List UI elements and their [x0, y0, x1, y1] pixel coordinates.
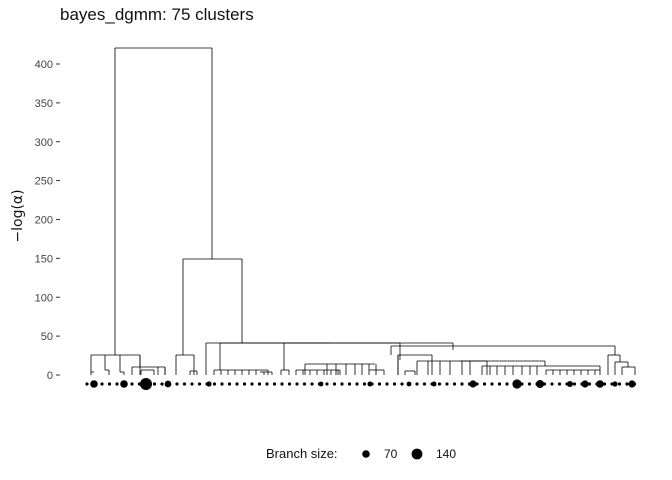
leaf-point-3	[107, 382, 112, 386]
leaf-point-35	[347, 382, 352, 386]
leaf-point-45	[422, 382, 427, 386]
legend-label-70: 70	[384, 447, 398, 461]
leaf-point-34	[340, 382, 344, 386]
leaf-point-65	[572, 382, 577, 386]
leaf-point-80	[367, 381, 373, 387]
leaf-point-12	[175, 382, 179, 386]
leaf-point-44	[415, 382, 419, 386]
leaf-point-74	[90, 380, 98, 388]
legend-point-140	[411, 448, 423, 460]
y-tick-label-150: 150	[35, 253, 53, 265]
leaf-point-55	[497, 382, 502, 386]
y-axis: 0 50 100 150 200 250 300 350 400	[35, 59, 60, 382]
leaf-point-47	[437, 382, 442, 386]
leaf-point-83	[469, 380, 477, 388]
legend-point-70	[362, 450, 370, 458]
leaf-point-88	[596, 380, 604, 388]
leaf-point-54	[490, 382, 494, 386]
leaf-point-79	[318, 381, 324, 387]
y-tick-label-50: 50	[41, 331, 53, 343]
leaf-point-63	[557, 382, 562, 386]
leaf-point-32	[325, 382, 329, 386]
y-tick-label-250: 250	[35, 176, 53, 188]
leaf-point-17	[212, 382, 217, 386]
leaf-point-59	[527, 382, 532, 386]
leaf-point-27	[287, 382, 292, 386]
leaf-point-42	[400, 382, 404, 386]
leaf-point-78	[206, 381, 212, 387]
leaf-point-49	[452, 382, 457, 386]
leaf-point-33	[332, 382, 337, 386]
y-tick-label-350: 350	[35, 98, 53, 110]
leaf-point-67	[587, 382, 592, 386]
legend: Branch size: 70 140	[266, 446, 456, 461]
leaf-point-20	[235, 382, 239, 386]
chart-title: bayes_dgmm: 75 clusters	[60, 5, 254, 24]
leaf-point-86	[567, 381, 573, 387]
leaf-point-71	[617, 382, 622, 386]
leaf-point-10	[160, 382, 164, 386]
dendrogram-branches	[90, 47, 636, 375]
leaf-point-26	[280, 382, 284, 386]
leaf-point-40	[385, 382, 389, 386]
leaf-point-29	[302, 382, 307, 386]
leaf-point-22	[250, 382, 254, 386]
legend-title: Branch size:	[266, 446, 338, 461]
y-tick-label-0: 0	[47, 370, 53, 382]
leaf-point-50	[460, 382, 464, 386]
leaf-point-48	[445, 382, 449, 386]
y-tick-label-100: 100	[35, 292, 53, 304]
leaf-point-53	[482, 382, 487, 386]
leaf-point-25	[272, 382, 277, 386]
leaf-point-56	[505, 382, 509, 386]
leaf-point-0	[85, 382, 89, 386]
leaf-point-36	[355, 382, 359, 386]
leaf-point-76	[140, 378, 152, 390]
leaf-point-14	[190, 382, 194, 386]
leaf-point-18	[220, 382, 224, 386]
leaf-point-23	[257, 382, 262, 386]
leaf-point-24	[265, 382, 269, 386]
leaf-point-85	[536, 380, 544, 388]
y-tick-label-300: 300	[35, 137, 53, 149]
leaf-point-6	[130, 382, 134, 386]
leaf-point-2	[100, 382, 104, 386]
y-tick-label-400: 400	[35, 59, 53, 71]
leaf-point-75	[120, 380, 128, 388]
leaf-point-81	[406, 381, 412, 387]
leaf-point-21	[242, 382, 247, 386]
leaf-point-13	[182, 382, 187, 386]
leaf-point-4	[115, 382, 119, 386]
leaf-point-28	[295, 382, 299, 386]
leaf-point-90	[628, 380, 636, 388]
leaf-point-89	[612, 381, 618, 387]
y-tick-label-200: 200	[35, 215, 53, 227]
leaf-point-9	[152, 382, 157, 386]
leaf-point-87	[581, 380, 589, 388]
y-axis-label: −log(α)	[10, 189, 26, 242]
legend-label-140: 140	[436, 447, 456, 461]
leaf-point-37	[362, 382, 367, 386]
leaf-point-62	[550, 382, 554, 386]
leaf-point-41	[392, 382, 397, 386]
leaf-point-82	[431, 381, 437, 387]
leaf-point-77	[164, 380, 172, 388]
leaf-size-points	[85, 378, 637, 390]
leaf-point-30	[310, 382, 314, 386]
leaf-point-39	[377, 382, 382, 386]
leaf-point-84	[512, 379, 522, 389]
leaf-point-19	[227, 382, 232, 386]
leaf-point-15	[197, 382, 202, 386]
leaf-point-72	[625, 382, 629, 386]
